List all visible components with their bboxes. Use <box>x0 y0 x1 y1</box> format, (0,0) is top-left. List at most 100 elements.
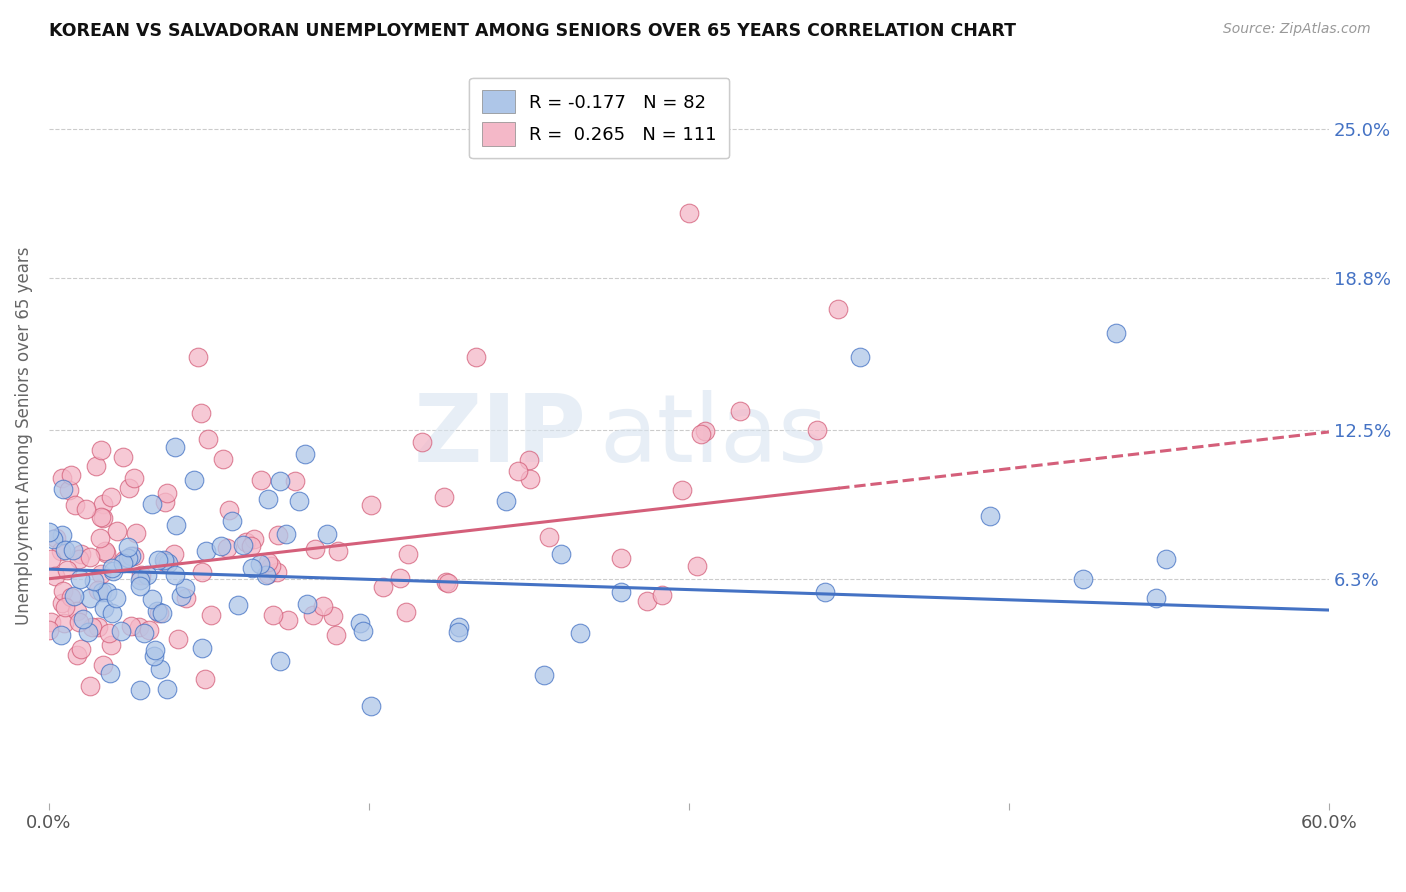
Point <box>200 607 222 622</box>
Point <box>262 607 284 622</box>
Point <box>449 620 471 634</box>
Point <box>79 679 101 693</box>
Point <box>51 470 73 484</box>
Point <box>396 547 419 561</box>
Point <box>125 526 148 541</box>
Point <box>433 490 456 504</box>
Point <box>98 626 121 640</box>
Point <box>93 658 115 673</box>
Point <box>979 508 1001 523</box>
Point <box>39 615 62 629</box>
Point <box>55 542 77 557</box>
Point <box>260 559 283 574</box>
Point <box>174 591 197 606</box>
Point <box>155 485 177 500</box>
Point <box>156 682 179 697</box>
Point <box>91 585 114 599</box>
Point <box>52 584 75 599</box>
Point <box>806 423 828 437</box>
Point <box>1144 591 1167 606</box>
Point <box>67 615 90 629</box>
Point <box>352 624 374 639</box>
Point <box>93 601 115 615</box>
Point <box>63 589 86 603</box>
Point <box>120 618 142 632</box>
Point <box>94 546 117 560</box>
Point <box>148 607 170 621</box>
Point <box>610 584 633 599</box>
Point <box>209 539 232 553</box>
Point <box>301 607 323 622</box>
Point <box>103 565 125 579</box>
Point <box>250 473 273 487</box>
Point <box>194 543 217 558</box>
Point <box>77 625 100 640</box>
Point <box>728 404 751 418</box>
Point <box>165 440 187 454</box>
Point <box>464 351 486 365</box>
Point <box>249 557 271 571</box>
Point <box>149 662 172 676</box>
Point <box>141 592 163 607</box>
Point <box>437 575 460 590</box>
Point <box>495 494 517 508</box>
Point <box>533 668 555 682</box>
Point <box>89 532 111 546</box>
Point <box>326 543 349 558</box>
Point <box>235 534 257 549</box>
Point <box>447 625 470 640</box>
Point <box>389 571 412 585</box>
Point <box>267 528 290 542</box>
Point <box>153 495 176 509</box>
Point <box>256 555 278 569</box>
Point <box>848 351 870 365</box>
Point <box>122 549 145 563</box>
Point <box>322 609 344 624</box>
Point <box>183 473 205 487</box>
Point <box>49 628 72 642</box>
Point <box>87 620 110 634</box>
Point <box>86 582 108 597</box>
Point <box>124 471 146 485</box>
Point <box>110 624 132 638</box>
Point <box>44 569 66 583</box>
Point <box>269 654 291 668</box>
Point <box>69 572 91 586</box>
Point <box>70 641 93 656</box>
Point <box>153 553 176 567</box>
Point <box>165 567 187 582</box>
Point <box>83 574 105 588</box>
Point <box>1104 326 1126 341</box>
Point <box>211 452 233 467</box>
Point <box>128 574 150 588</box>
Point <box>284 474 307 488</box>
Point <box>191 641 214 656</box>
Point <box>69 547 91 561</box>
Point <box>360 498 382 512</box>
Point <box>75 502 97 516</box>
Point <box>60 467 83 482</box>
Point <box>49 544 72 558</box>
Point <box>274 527 297 541</box>
Point <box>508 465 530 479</box>
Point <box>517 453 540 467</box>
Point <box>197 432 219 446</box>
Point <box>53 599 76 614</box>
Point <box>120 549 142 564</box>
Text: Source: ZipAtlas.com: Source: ZipAtlas.com <box>1223 22 1371 37</box>
Point <box>218 503 240 517</box>
Point <box>100 491 122 505</box>
Point <box>94 543 117 558</box>
Point <box>100 638 122 652</box>
Point <box>111 450 134 464</box>
Point <box>91 497 114 511</box>
Point <box>190 565 212 579</box>
Text: KOREAN VS SALVADORAN UNEMPLOYMENT AMONG SENIORS OVER 65 YEARS CORRELATION CHART: KOREAN VS SALVADORAN UNEMPLOYMENT AMONG … <box>49 22 1017 40</box>
Point <box>827 302 849 317</box>
Point <box>569 625 592 640</box>
Point <box>315 526 337 541</box>
Point <box>42 532 65 546</box>
Point <box>129 567 152 582</box>
Point <box>138 623 160 637</box>
Text: ZIP: ZIP <box>413 390 586 482</box>
